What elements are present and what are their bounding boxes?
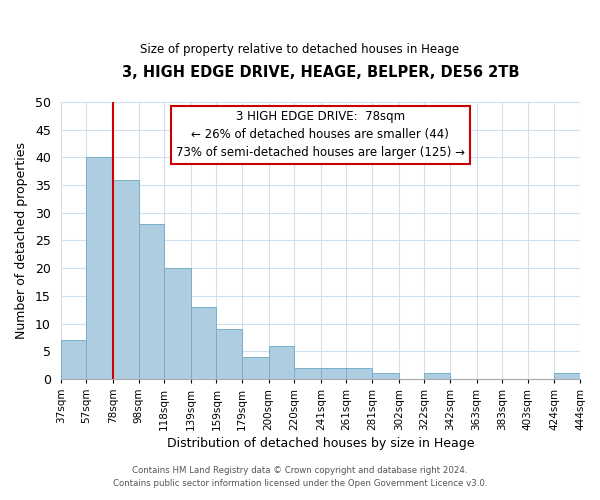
- Text: 3 HIGH EDGE DRIVE:  78sqm
← 26% of detached houses are smaller (44)
73% of semi-: 3 HIGH EDGE DRIVE: 78sqm ← 26% of detach…: [176, 110, 465, 160]
- Bar: [113, 180, 139, 379]
- Bar: [346, 368, 372, 379]
- Bar: [554, 374, 580, 379]
- Bar: [191, 307, 217, 379]
- X-axis label: Distribution of detached houses by size in Heage: Distribution of detached houses by size …: [167, 437, 474, 450]
- Bar: [86, 158, 113, 379]
- Text: Contains HM Land Registry data © Crown copyright and database right 2024.
Contai: Contains HM Land Registry data © Crown c…: [113, 466, 487, 487]
- Bar: [61, 340, 86, 379]
- Bar: [164, 268, 191, 379]
- Bar: [372, 374, 399, 379]
- Bar: [139, 224, 164, 379]
- Y-axis label: Number of detached properties: Number of detached properties: [15, 142, 28, 339]
- Bar: [269, 346, 294, 379]
- Bar: [294, 368, 321, 379]
- Text: Size of property relative to detached houses in Heage: Size of property relative to detached ho…: [140, 42, 460, 56]
- Title: 3, HIGH EDGE DRIVE, HEAGE, BELPER, DE56 2TB: 3, HIGH EDGE DRIVE, HEAGE, BELPER, DE56 …: [122, 65, 519, 80]
- Bar: [217, 329, 242, 379]
- Bar: [424, 374, 450, 379]
- Bar: [242, 357, 269, 379]
- Bar: [321, 368, 346, 379]
